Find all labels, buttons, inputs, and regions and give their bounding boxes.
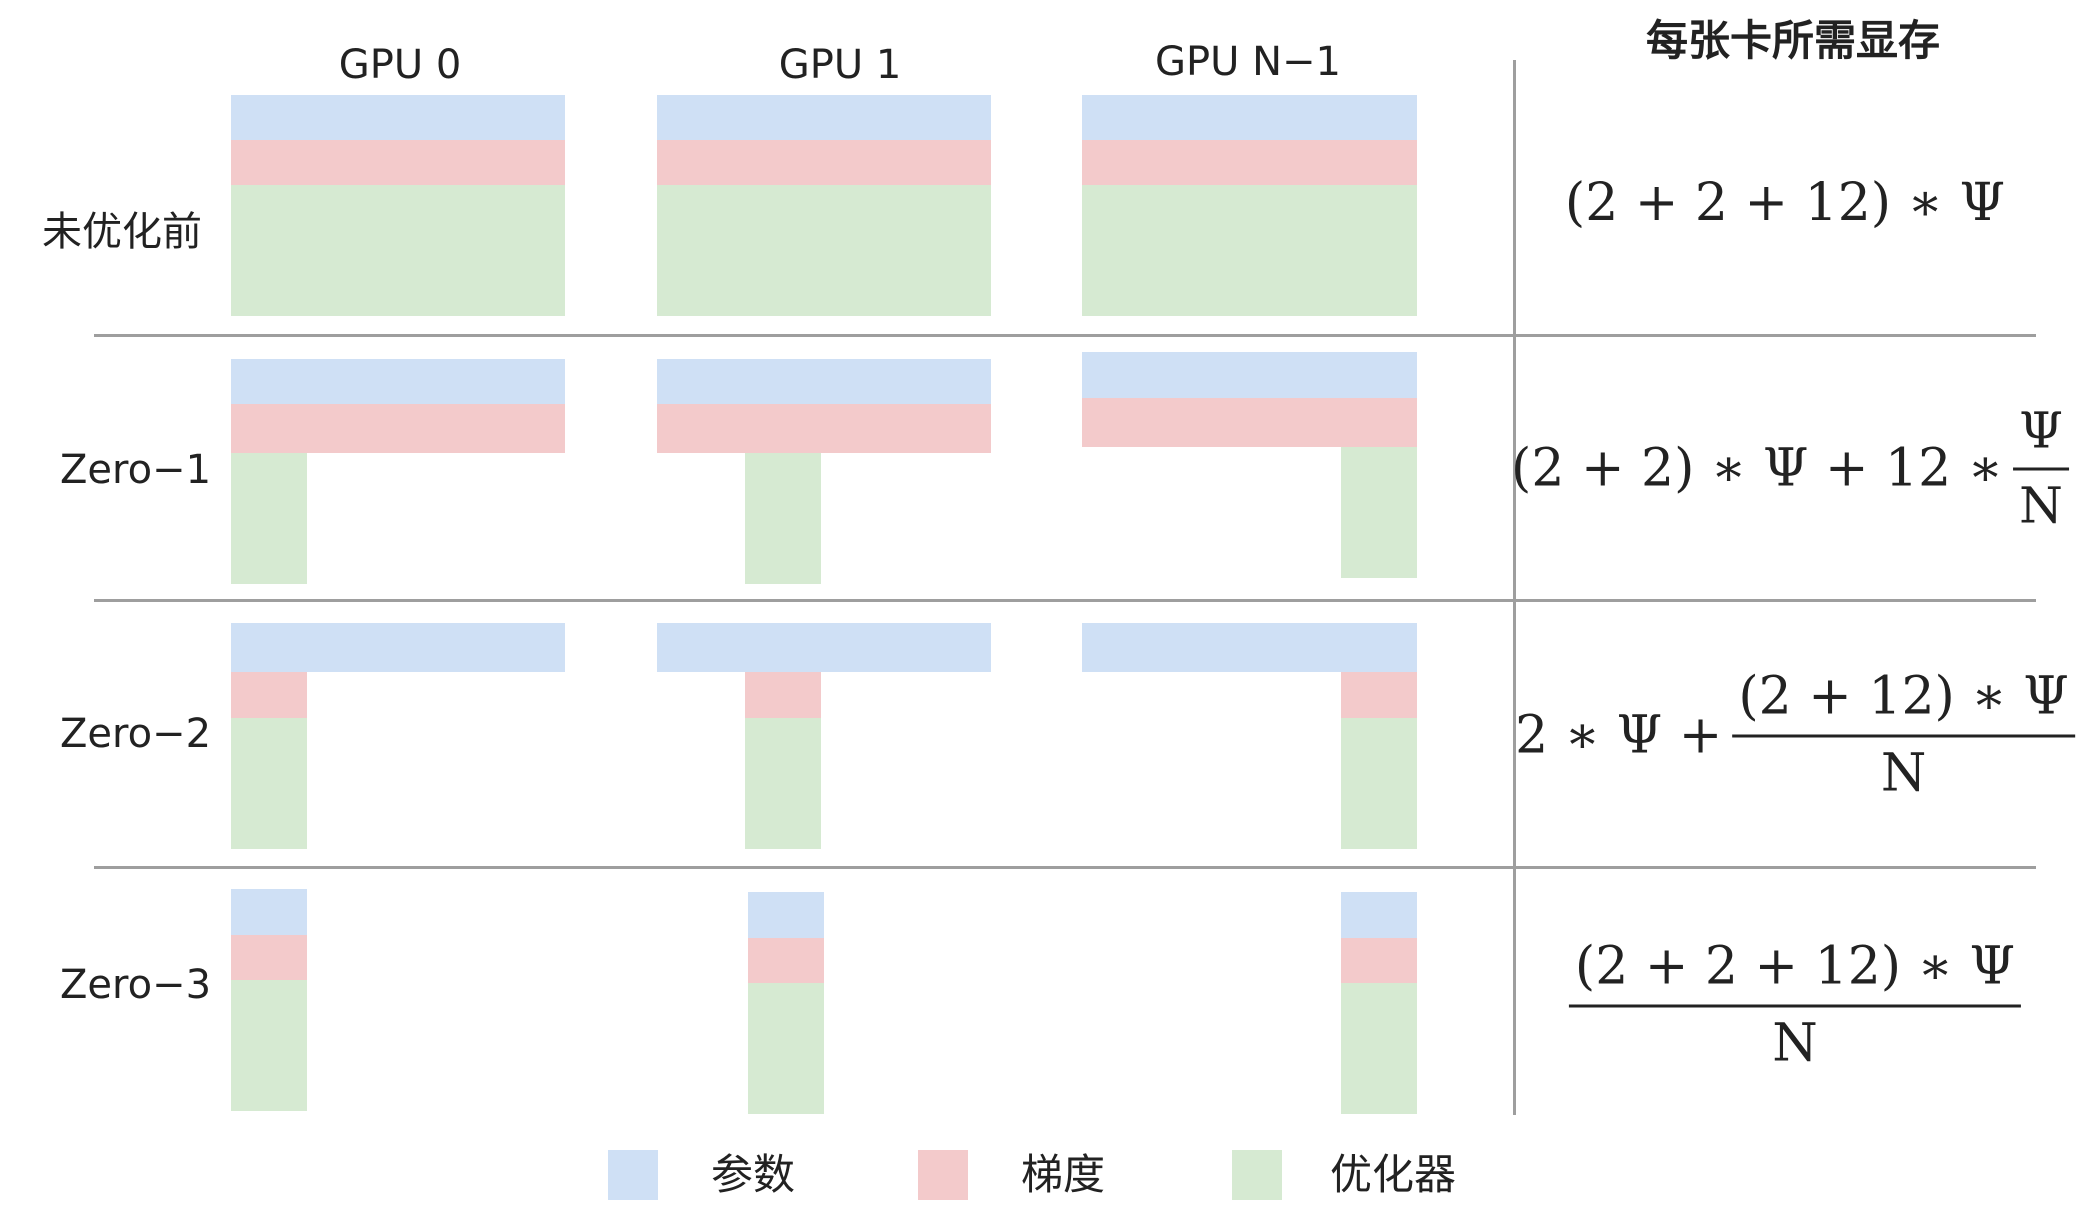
param-block bbox=[231, 359, 565, 404]
param-block bbox=[231, 889, 307, 935]
param-block bbox=[1082, 352, 1417, 398]
column-divider bbox=[1513, 60, 1516, 1115]
column-header-gpu-1: GPU 1 bbox=[778, 42, 902, 88]
row-divider-3 bbox=[94, 866, 2036, 869]
grad-block bbox=[1341, 672, 1417, 718]
row-divider-1 bbox=[94, 334, 2036, 337]
optimizer-block bbox=[1341, 718, 1417, 849]
optimizer-block bbox=[1341, 983, 1417, 1114]
formula-zero-2: 2 ∗ Ψ + (2 + 12) ∗ Ψ N bbox=[1515, 667, 2075, 804]
param-block bbox=[748, 892, 824, 938]
optimizer-block bbox=[748, 983, 824, 1114]
param-block bbox=[657, 95, 991, 140]
formula-expression: 2 ∗ Ψ + bbox=[1515, 705, 1723, 765]
optimizer-block bbox=[231, 453, 307, 584]
grad-block bbox=[1082, 140, 1417, 185]
formula-fraction: Ψ N bbox=[2013, 402, 2069, 535]
formula-numerator: (2 + 2 + 12) ∗ Ψ bbox=[1574, 936, 2016, 997]
row-divider-2 bbox=[94, 599, 2036, 602]
param-block bbox=[1341, 892, 1417, 938]
optimizer-block bbox=[231, 185, 565, 316]
formula-fraction: (2 + 12) ∗ Ψ N bbox=[1732, 666, 2075, 804]
optimizer-block bbox=[657, 185, 991, 316]
formula-baseline: (2 + 2 + 12) ∗ Ψ bbox=[1565, 173, 2005, 233]
grad-block bbox=[1341, 938, 1417, 983]
optimizer-block bbox=[231, 980, 307, 1111]
param-block bbox=[657, 359, 991, 404]
grad-block bbox=[748, 938, 824, 983]
grad-block bbox=[231, 140, 565, 185]
formula-fraction: (2 + 2 + 12) ∗ Ψ N bbox=[1568, 936, 2022, 1074]
legend-label-optimizer: 优化器 bbox=[1330, 1150, 1457, 1199]
formula-zero-3: (2 + 2 + 12) ∗ Ψ N bbox=[1559, 936, 2022, 1074]
row-label-zero-1: Zero−1 bbox=[60, 447, 212, 493]
optimizer-block bbox=[745, 718, 821, 849]
grad-block bbox=[231, 672, 307, 718]
legend-swatch-optimizer bbox=[1232, 1150, 1282, 1200]
optimizer-block bbox=[745, 453, 821, 584]
param-block bbox=[231, 623, 565, 672]
row-label-zero-2: Zero−2 bbox=[60, 711, 212, 757]
grad-block bbox=[231, 935, 307, 980]
formula-denominator: N bbox=[1732, 734, 2075, 804]
column-header-gpu-n-1: GPU N−1 bbox=[1155, 39, 1341, 85]
legend-label-params: 参数 bbox=[711, 1150, 796, 1199]
grad-block bbox=[1082, 398, 1417, 447]
legend-label-gradients: 梯度 bbox=[1021, 1150, 1106, 1199]
row-label-baseline: 未优化前 bbox=[42, 209, 202, 255]
optimizer-block bbox=[1082, 185, 1417, 316]
grad-block bbox=[745, 672, 821, 718]
column-header-gpu-0: GPU 0 bbox=[338, 42, 462, 88]
param-block bbox=[1082, 95, 1417, 140]
formula-denominator: N bbox=[1568, 1004, 2022, 1074]
memory-per-card-header: 每张卡所需显存 bbox=[1645, 16, 1941, 65]
formula-expression: (2 + 2) ∗ Ψ + 12 ∗ bbox=[1511, 438, 2004, 498]
grad-block bbox=[657, 140, 991, 185]
formula-expression: (2 + 2 + 12) ∗ Ψ bbox=[1564, 173, 2006, 233]
formula-zero-1: (2 + 2) ∗ Ψ + 12 ∗ Ψ N bbox=[1511, 402, 2069, 535]
legend-swatch-gradients bbox=[918, 1150, 968, 1200]
row-label-zero-3: Zero−3 bbox=[60, 962, 212, 1008]
formula-denominator: N bbox=[2013, 467, 2069, 535]
legend-swatch-params bbox=[608, 1150, 658, 1200]
param-block bbox=[1082, 623, 1417, 672]
optimizer-block bbox=[1341, 447, 1417, 578]
param-block bbox=[231, 95, 565, 140]
optimizer-block bbox=[231, 718, 307, 849]
grad-block bbox=[231, 404, 565, 453]
formula-numerator: (2 + 12) ∗ Ψ bbox=[1738, 666, 2069, 727]
grad-block bbox=[657, 404, 991, 453]
param-block bbox=[657, 623, 991, 672]
formula-numerator: Ψ bbox=[2019, 401, 2063, 460]
